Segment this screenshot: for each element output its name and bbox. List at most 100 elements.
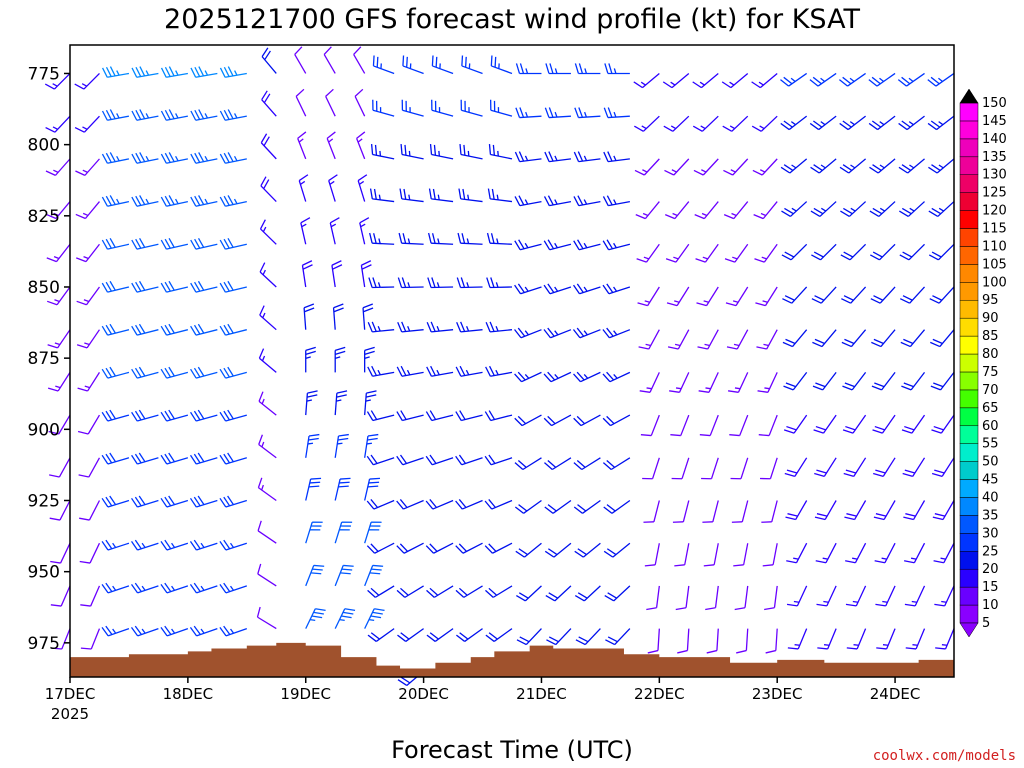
barb-full-flag <box>369 188 373 199</box>
wind-barb <box>160 280 189 293</box>
barb-half-flag <box>640 81 646 86</box>
wind-barb <box>400 144 424 160</box>
barb-full-flag <box>905 647 917 650</box>
wind-barb <box>190 152 218 164</box>
barb-staff <box>716 628 719 651</box>
wind-barb <box>76 329 101 349</box>
barb-half-flag <box>377 369 381 376</box>
barb-full-flag <box>928 254 939 261</box>
barb-full-flag <box>901 76 911 85</box>
barb-full-flag <box>782 341 793 348</box>
x-axis-title: Forecast Time (UTC) <box>391 736 633 764</box>
barb-full-flag <box>736 649 747 654</box>
barb-full-flag <box>577 548 587 556</box>
barb-full-flag <box>101 325 109 336</box>
barb-full-flag <box>45 170 56 176</box>
barb-half-flag <box>734 387 741 390</box>
barb-staff <box>432 457 454 466</box>
wind-barb <box>334 390 348 416</box>
wind-barb <box>787 628 808 650</box>
barb-full-flag <box>903 382 914 388</box>
barb-staff <box>941 457 955 477</box>
barb-full-flag <box>543 284 551 295</box>
wind-barb <box>360 260 372 288</box>
barb-staff <box>648 329 660 350</box>
wind-barb <box>47 329 71 349</box>
wind-barb <box>544 542 572 558</box>
barb-full-flag <box>547 283 555 293</box>
wind-barb <box>516 628 542 646</box>
barb-staff <box>655 585 660 608</box>
barb-half-flag <box>759 169 766 173</box>
barb-full-flag <box>607 151 613 162</box>
barb-full-flag <box>428 188 432 199</box>
wind-barb <box>488 144 513 160</box>
barb-staff <box>432 65 454 75</box>
barb-half-flag <box>908 77 914 83</box>
barb-full-flag <box>258 434 263 445</box>
barb-half-flag <box>524 286 529 292</box>
barb-full-flag <box>105 410 113 421</box>
wind-barb <box>455 410 483 422</box>
barb-staff <box>764 286 778 306</box>
barb-staff <box>260 142 277 160</box>
colorbar-label: 35 <box>982 508 999 523</box>
barb-staff <box>89 542 101 564</box>
barb-full-flag <box>131 411 138 422</box>
wind-barb <box>845 585 867 607</box>
x-tick-label: 22DEC <box>634 685 685 703</box>
barb-half-flag <box>583 330 588 336</box>
barb-staff <box>60 585 71 607</box>
barb-staff <box>334 478 341 501</box>
barb-staff <box>295 96 307 117</box>
barb-half-flag <box>729 125 736 130</box>
barb-full-flag <box>459 144 462 155</box>
barb-staff <box>403 542 424 554</box>
wind-barb <box>257 477 277 502</box>
wind-barb <box>328 174 338 202</box>
barb-full-flag <box>459 632 469 640</box>
barb-full-flag <box>606 371 615 381</box>
wind-barb <box>455 585 483 598</box>
barb-full-flag <box>871 341 882 348</box>
barb-full-flag <box>544 462 553 470</box>
barb-full-flag <box>429 587 439 596</box>
barb-full-flag <box>400 587 409 596</box>
barb-staff <box>820 243 837 261</box>
barb-half-flag <box>584 68 588 74</box>
colorbar-label: 45 <box>982 473 999 488</box>
barb-full-flag <box>636 258 647 263</box>
barb-full-flag <box>160 411 168 422</box>
barb-half-flag <box>261 441 265 448</box>
barb-full-flag <box>366 455 374 466</box>
barb-half-flag <box>583 373 589 379</box>
wind-barb <box>485 321 513 333</box>
barb-staff <box>642 115 660 132</box>
barb-full-flag <box>198 152 205 162</box>
barb-full-flag <box>168 152 175 162</box>
barb-full-flag <box>692 125 703 132</box>
wind-barb <box>305 346 316 373</box>
barb-full-flag <box>80 647 92 650</box>
barb-full-flag <box>573 151 580 162</box>
barb-full-flag <box>168 366 175 377</box>
barb-full-flag <box>723 213 735 220</box>
wind-barb <box>190 66 218 78</box>
barb-full-flag <box>872 251 883 258</box>
barb-staff <box>83 73 100 90</box>
wind-barb <box>353 46 366 74</box>
wind-barb <box>666 286 690 307</box>
barb-full-flag <box>484 411 492 421</box>
barb-staff <box>657 628 660 651</box>
barb-full-flag <box>374 144 378 156</box>
barb-staff <box>464 628 483 642</box>
barb-full-flag <box>340 572 351 575</box>
barb-full-flag <box>784 251 795 258</box>
wind-barb <box>295 88 307 117</box>
wind-barb <box>490 55 513 75</box>
barb-staff <box>259 271 277 288</box>
barb-half-flag <box>643 256 650 260</box>
wind-barb <box>219 280 247 293</box>
wind-barb <box>757 372 778 393</box>
barb-staff <box>609 329 631 339</box>
